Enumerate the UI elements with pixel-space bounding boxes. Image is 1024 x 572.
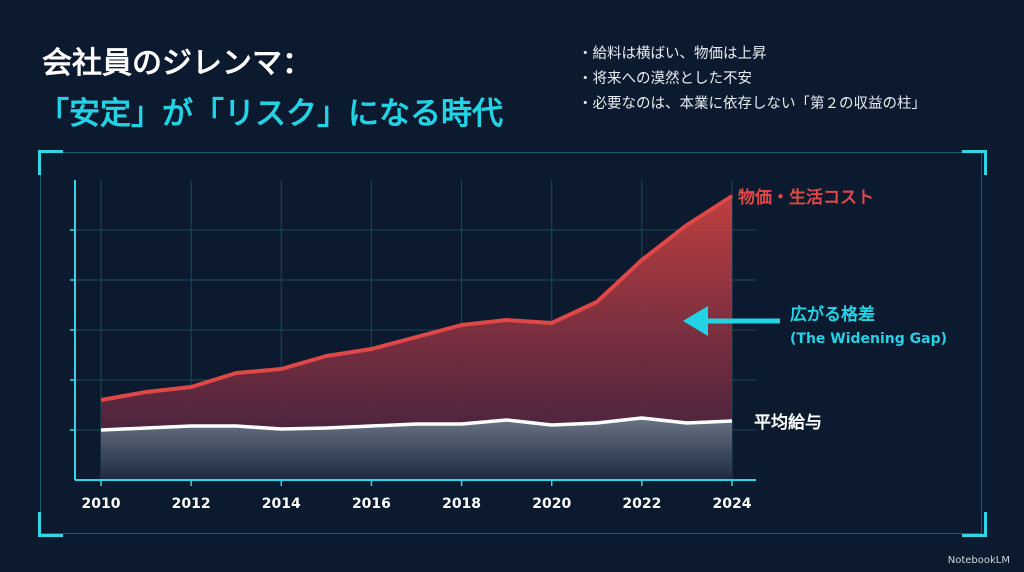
x-tick-label: 2018 xyxy=(442,496,481,512)
watermark: NotebookLM xyxy=(947,555,1010,566)
frame-corner xyxy=(962,150,987,175)
x-tick-label: 2016 xyxy=(352,496,391,512)
x-tick-label: 2024 xyxy=(713,496,752,512)
bullet-item: 必要なのは、本業に依存しない「第２の収益の柱」 xyxy=(578,92,927,117)
arrow-left-icon xyxy=(683,306,780,336)
frame-corner xyxy=(38,512,63,537)
series-label-salary: 平均給与 xyxy=(754,412,822,433)
title-line-1: 会社員のジレンマ： xyxy=(42,46,312,81)
x-tick-label: 2010 xyxy=(82,496,121,512)
frame-corner xyxy=(38,150,63,175)
title-line-2: 「安定」が「リスク」になる時代 xyxy=(38,96,503,132)
bullet-item: 給料は横ばい、物価は上昇 xyxy=(578,42,926,67)
gap-label: 広がる格差 xyxy=(790,304,875,325)
bullet-item: 将来への漠然とした不安 xyxy=(578,67,926,92)
x-tick-label: 2020 xyxy=(532,496,571,512)
bullet-list: 給料は横ばい、物価は上昇 将来への漠然とした不安 必要なのは、本業に依存しない「… xyxy=(578,42,927,117)
x-tick-label: 2022 xyxy=(622,496,661,512)
x-tick-label: 2012 xyxy=(172,496,211,512)
series-label-cost: 物価・生活コスト xyxy=(738,187,874,208)
chart-frame xyxy=(40,152,982,534)
x-tick-label: 2014 xyxy=(262,496,301,512)
frame-corner xyxy=(962,512,987,537)
series-area xyxy=(101,418,732,480)
gap-label-en: (The Widening Gap) xyxy=(790,331,947,347)
